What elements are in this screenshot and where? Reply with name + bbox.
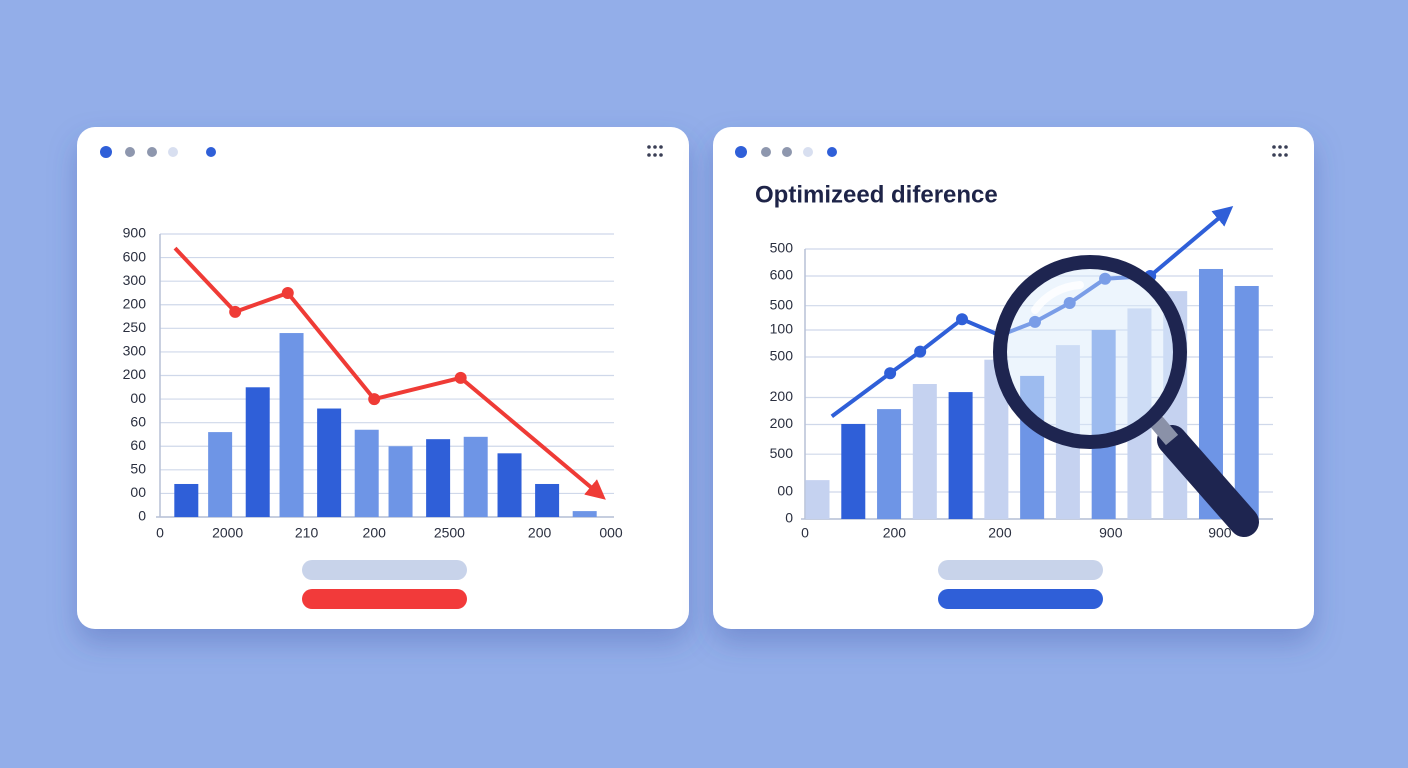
chart-title: Optimizeed diference: [755, 181, 998, 208]
bar: [245, 387, 270, 517]
y-tick-label: 00: [777, 483, 793, 499]
x-tick-label: 900: [1099, 525, 1123, 541]
y-tick-label: 100: [770, 321, 794, 337]
x-tick-label: 0: [156, 525, 164, 541]
y-tick-label: 200: [123, 295, 147, 311]
y-tick-label: 0: [138, 508, 146, 524]
y-tick-label: 300: [123, 343, 147, 359]
y-tick-label: 500: [770, 240, 794, 256]
line-marker: [884, 367, 897, 380]
y-tick-label: 600: [770, 267, 794, 283]
y-tick-label: 600: [123, 248, 147, 264]
bar: [877, 409, 902, 519]
bar: [1091, 330, 1116, 519]
line-marker: [454, 371, 467, 384]
magnifier: [993, 255, 1259, 537]
button[interactable]: [302, 589, 467, 609]
y-tick-label: 60: [130, 413, 146, 429]
bar: [805, 480, 830, 519]
x-tick-label: 200: [988, 525, 1012, 541]
y-tick-label: 50: [130, 461, 146, 477]
line-marker: [229, 305, 242, 318]
bar: [572, 511, 597, 517]
y-tick-label: 200: [123, 366, 147, 382]
line-marker: [281, 286, 294, 299]
bar: [948, 392, 973, 519]
bar: [174, 483, 199, 517]
x-tick-label: 0: [801, 525, 809, 541]
x-tick-label: 2500: [434, 525, 465, 541]
bar: [354, 429, 379, 517]
x-tick-label: 200: [528, 525, 552, 541]
y-tick-label: 200: [770, 415, 794, 431]
window-dots: [100, 146, 837, 158]
line: [173, 246, 606, 500]
bar: [912, 384, 937, 519]
bar: [388, 446, 413, 517]
line-marker: [1063, 297, 1076, 309]
y-tick-label: 200: [770, 388, 794, 404]
y-tick-label: 500: [770, 348, 794, 364]
x-tick-label: 210: [295, 525, 319, 541]
button[interactable]: [302, 560, 467, 580]
x-tick-label: 000: [599, 525, 623, 541]
line-marker: [956, 313, 969, 326]
line-marker: [1028, 315, 1041, 328]
y-tick-label: 900: [123, 225, 147, 241]
bar: [317, 408, 342, 517]
button[interactable]: [938, 560, 1103, 580]
bar: [535, 483, 560, 517]
bar: [208, 432, 233, 517]
y-tick-label: 00: [130, 390, 146, 406]
y-tick-label: 500: [770, 296, 794, 312]
y-tick-label: 300: [123, 272, 147, 288]
bar: [463, 436, 488, 517]
x-tick-label: 2000: [212, 525, 243, 541]
y-tick-label: 250: [123, 319, 147, 335]
y-tick-label: 60: [130, 437, 146, 453]
bar: [1020, 375, 1045, 519]
bar: [426, 439, 451, 517]
x-tick-label: 200: [363, 525, 387, 541]
menu-icon[interactable]: [1272, 145, 1288, 157]
bar: [497, 453, 522, 517]
line-marker: [368, 393, 381, 406]
y-tick-label: 0: [785, 510, 793, 526]
x-tick-label: 900: [1208, 525, 1232, 541]
line-marker: [1099, 272, 1112, 285]
y-tick-label: 500: [770, 445, 794, 461]
bar: [1234, 285, 1259, 519]
y-tick-label: 00: [130, 484, 146, 500]
bar: [279, 333, 304, 517]
x-tick-label: 200: [883, 525, 907, 541]
button[interactable]: [938, 589, 1103, 609]
bar: [841, 423, 866, 519]
card: [77, 127, 689, 629]
menu-icon[interactable]: [647, 145, 663, 157]
line-marker: [914, 345, 927, 358]
